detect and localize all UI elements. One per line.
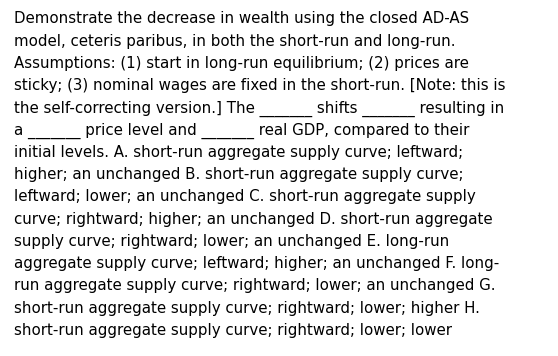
- Text: run aggregate supply curve; rightward; lower; an unchanged G.: run aggregate supply curve; rightward; l…: [14, 278, 496, 293]
- Text: sticky; (3) nominal wages are fixed in the short-run. [Note: this is: sticky; (3) nominal wages are fixed in t…: [14, 78, 506, 93]
- Text: short-run aggregate supply curve; rightward; lower; lower: short-run aggregate supply curve; rightw…: [14, 323, 452, 338]
- Text: leftward; lower; an unchanged C. short-run aggregate supply: leftward; lower; an unchanged C. short-r…: [14, 189, 476, 204]
- Text: model, ceteris paribus, in both the short-run and long-run.: model, ceteris paribus, in both the shor…: [14, 34, 455, 49]
- Text: initial levels. A. short-run aggregate supply curve; leftward;: initial levels. A. short-run aggregate s…: [14, 145, 463, 160]
- Text: Assumptions: (1) start in long-run equilibrium; (2) prices are: Assumptions: (1) start in long-run equil…: [14, 56, 469, 71]
- Text: the self-correcting version.] The _______ shifts _______ resulting in: the self-correcting version.] The ______…: [14, 100, 504, 117]
- Text: a _______ price level and _______ real GDP, compared to their: a _______ price level and _______ real G…: [14, 122, 469, 139]
- Text: supply curve; rightward; lower; an unchanged E. long-run: supply curve; rightward; lower; an uncha…: [14, 234, 449, 249]
- Text: higher; an unchanged B. short-run aggregate supply curve;: higher; an unchanged B. short-run aggreg…: [14, 167, 464, 182]
- Text: curve; rightward; higher; an unchanged D. short-run aggregate: curve; rightward; higher; an unchanged D…: [14, 211, 493, 227]
- Text: aggregate supply curve; leftward; higher; an unchanged F. long-: aggregate supply curve; leftward; higher…: [14, 256, 499, 271]
- Text: Demonstrate the decrease in wealth using the closed AD-AS: Demonstrate the decrease in wealth using…: [14, 11, 469, 26]
- Text: short-run aggregate supply curve; rightward; lower; higher H.: short-run aggregate supply curve; rightw…: [14, 300, 480, 316]
